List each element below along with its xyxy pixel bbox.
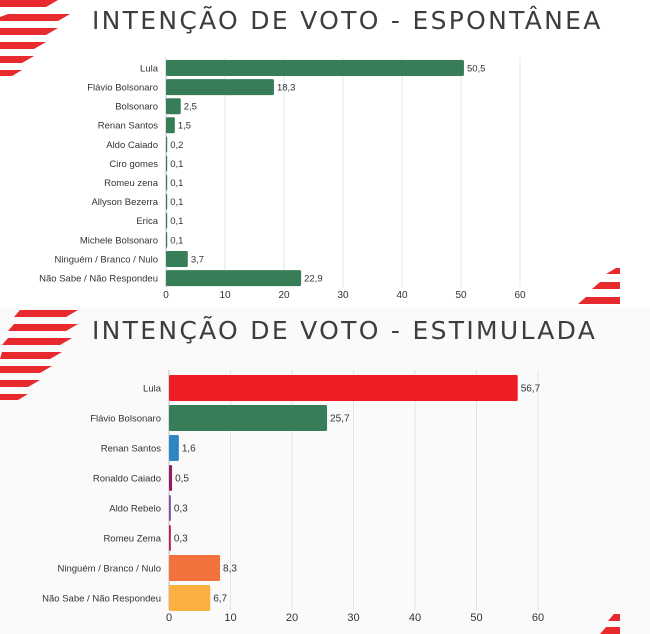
chart-estimulada: 0 10 20 30 40 50 60 Lula 56,7 Flávio Bolsonaro 25,… <box>42 370 544 624</box>
data-label: 22,9 <box>304 274 323 285</box>
bar <box>169 405 328 431</box>
bar <box>169 495 171 521</box>
data-label: 0,3 <box>174 533 188 544</box>
bar <box>169 375 518 401</box>
x-tick-label: 10 <box>224 612 236 624</box>
data-label: 6,7 <box>213 593 227 604</box>
chart-title-estimulada: INTENÇÃO DE VOTO - ESTIMULADA <box>92 316 598 345</box>
bar <box>166 155 168 172</box>
bar <box>166 98 181 115</box>
x-tick-label: 60 <box>532 612 544 624</box>
bar <box>169 465 173 491</box>
category-label: Bolsonaro <box>115 102 158 113</box>
chart-panel-estimulada: INTENÇÃO DE VOTO - ESTIMULADA 0 10 20 30 40 5… <box>0 308 650 634</box>
data-label: 8,3 <box>223 563 237 574</box>
category-label: Aldo Rebelo <box>109 503 161 514</box>
data-label: 1,6 <box>182 443 196 454</box>
category-label: Michele Bolsonaro <box>80 235 158 246</box>
category-label: Ninguém / Branco / Nulo <box>58 563 162 574</box>
category-label: Aldo Caiado <box>106 140 158 151</box>
bar <box>169 525 171 551</box>
x-tick-label: 60 <box>514 290 526 301</box>
category-label: Erica <box>136 216 158 227</box>
x-tick-label: 0 <box>163 290 169 301</box>
x-tick-label: 30 <box>347 612 359 624</box>
category-label: Ciro gomes <box>109 159 158 170</box>
data-label: 3,7 <box>191 254 204 265</box>
category-label: Lula <box>143 383 162 394</box>
bar <box>166 231 168 248</box>
x-tick-label: 40 <box>409 612 421 624</box>
x-tick-label: 0 <box>166 612 172 624</box>
category-label: Ninguém / Branco / Nulo <box>55 254 159 265</box>
data-label: 0,1 <box>170 178 183 189</box>
bar <box>166 212 168 229</box>
data-label: 56,7 <box>521 383 541 394</box>
x-tick-label: 20 <box>286 612 298 624</box>
category-label: Renan Santos <box>98 121 158 132</box>
category-label: Flávio Bolsonaro <box>87 83 158 94</box>
chart-title-espontanea: INTENÇÃO DE VOTO - ESPONTÂNEA <box>92 6 603 35</box>
bar <box>169 585 211 611</box>
bar <box>166 136 168 153</box>
data-label: 50,5 <box>467 63 486 74</box>
bar <box>169 435 179 461</box>
bar <box>169 555 221 581</box>
category-label: Allyson Bezerra <box>91 197 158 208</box>
x-tick-label: 20 <box>278 290 290 301</box>
x-tick-label: 10 <box>219 290 231 301</box>
category-label: Lula <box>140 63 159 74</box>
data-label: 25,7 <box>330 413 350 424</box>
data-label: 18,3 <box>277 83 296 94</box>
data-label: 0,1 <box>170 216 183 227</box>
category-label: Não Sabe / Não Respondeu <box>42 593 161 604</box>
data-label: 2,5 <box>184 102 197 113</box>
data-label: 0,3 <box>174 503 188 514</box>
x-tick-label: 30 <box>337 290 349 301</box>
data-label: 0,5 <box>175 473 189 484</box>
bar <box>166 117 175 134</box>
data-label: 1,5 <box>178 121 191 132</box>
x-tick-label: 50 <box>470 612 482 624</box>
data-label: 0,1 <box>170 235 183 246</box>
data-label: 0,1 <box>170 159 183 170</box>
data-label: 0,2 <box>170 140 183 151</box>
bar <box>166 251 188 267</box>
bar <box>166 174 168 191</box>
bar <box>166 270 302 287</box>
category-label: Flávio Bolsonaro <box>90 413 161 424</box>
bar <box>166 193 168 210</box>
category-label: Ronaldo Caiado <box>93 473 161 484</box>
category-label: Não Sabe / Não Respondeu <box>39 274 158 285</box>
bar <box>166 60 464 76</box>
category-label: Romeu zena <box>104 178 159 189</box>
x-tick-label: 50 <box>455 290 467 301</box>
data-label: 0,1 <box>170 197 183 208</box>
x-tick-label: 40 <box>396 290 408 301</box>
chart-panel-espontanea: INTENÇÃO DE VOTO - ESPONTÂNEA 0 10 20 30 40 5… <box>0 0 650 308</box>
bar <box>166 79 274 96</box>
chart-espontanea: 0 10 20 30 40 50 60 Lula 50,5 Flávio Bolsonaro 18,… <box>39 58 526 301</box>
category-label: Renan Santos <box>101 443 161 454</box>
category-label: Romeu Zema <box>103 533 161 544</box>
